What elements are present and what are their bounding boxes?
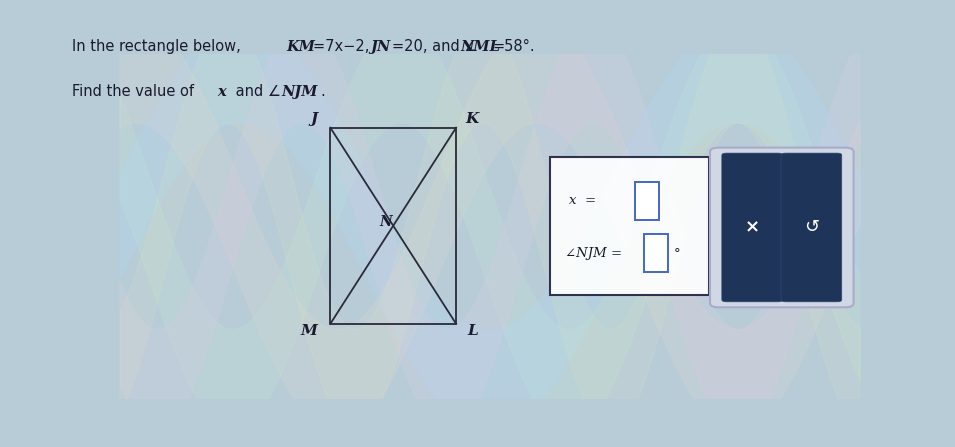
Text: NJM: NJM bbox=[282, 84, 318, 99]
Text: x: x bbox=[218, 84, 226, 99]
Text: =20, and ∠: =20, and ∠ bbox=[392, 39, 478, 55]
Text: KM: KM bbox=[286, 40, 315, 54]
Text: °: ° bbox=[673, 247, 680, 260]
FancyBboxPatch shape bbox=[781, 153, 841, 302]
Text: J: J bbox=[310, 112, 318, 126]
Text: K: K bbox=[466, 112, 479, 126]
Text: ∠NJM =: ∠NJM = bbox=[565, 247, 622, 260]
Text: L: L bbox=[467, 325, 478, 338]
FancyBboxPatch shape bbox=[644, 234, 668, 272]
Text: M: M bbox=[301, 325, 318, 338]
Text: JN: JN bbox=[371, 40, 391, 54]
Text: N: N bbox=[379, 215, 393, 228]
Text: NML: NML bbox=[460, 40, 500, 54]
Text: =58°.: =58°. bbox=[493, 39, 536, 55]
Text: ×: × bbox=[745, 219, 760, 236]
FancyBboxPatch shape bbox=[722, 153, 782, 302]
Text: In the rectangle below,: In the rectangle below, bbox=[72, 39, 245, 55]
Text: x  =: x = bbox=[568, 194, 596, 207]
Text: and ∠: and ∠ bbox=[231, 84, 281, 99]
Text: ↺: ↺ bbox=[804, 219, 819, 236]
Text: .: . bbox=[320, 84, 325, 99]
FancyBboxPatch shape bbox=[710, 148, 854, 307]
Text: Find the value of: Find the value of bbox=[72, 84, 199, 99]
FancyBboxPatch shape bbox=[635, 182, 659, 220]
FancyBboxPatch shape bbox=[550, 157, 710, 295]
Text: =7x−2,: =7x−2, bbox=[313, 39, 374, 55]
